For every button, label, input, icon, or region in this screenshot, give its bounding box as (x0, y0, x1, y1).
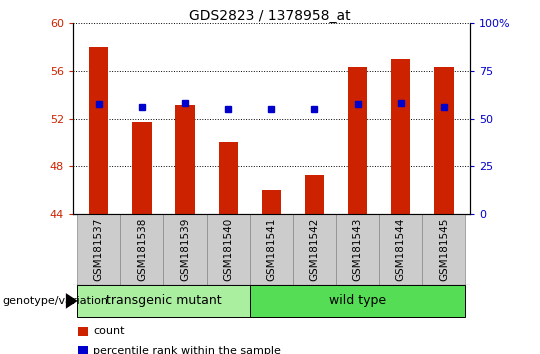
Text: GDS2823 / 1378958_at: GDS2823 / 1378958_at (189, 9, 351, 23)
Text: GSM181541: GSM181541 (266, 218, 276, 281)
Bar (176, 105, 195, 214)
Text: transgenic mutant: transgenic mutant (106, 295, 221, 307)
Text: count: count (93, 326, 125, 336)
Bar (250, 285, 465, 317)
Text: GSM181545: GSM181545 (439, 218, 449, 281)
Bar (77, 285, 250, 317)
Bar (78, 327, 88, 336)
Text: GSM181538: GSM181538 (137, 218, 147, 281)
Text: GSM181543: GSM181543 (353, 218, 363, 281)
Bar (132, 122, 152, 214)
Bar (293, 214, 336, 285)
Bar (305, 175, 324, 214)
Bar (78, 346, 88, 354)
Bar (336, 214, 379, 285)
Bar (391, 59, 410, 214)
Bar (262, 190, 281, 214)
Text: GSM181539: GSM181539 (180, 218, 190, 281)
Bar (250, 214, 293, 285)
Bar (348, 67, 367, 214)
Text: GSM181542: GSM181542 (309, 218, 320, 281)
Bar (219, 142, 238, 214)
Polygon shape (66, 293, 78, 309)
Bar (164, 214, 207, 285)
Text: wild type: wild type (329, 295, 386, 307)
Bar (89, 47, 109, 214)
Bar (422, 214, 465, 285)
Bar (77, 214, 120, 285)
Bar (379, 214, 422, 285)
Text: GSM181544: GSM181544 (396, 218, 406, 281)
Bar (120, 214, 164, 285)
Text: GSM181540: GSM181540 (223, 218, 233, 281)
Bar (434, 67, 454, 214)
Bar (207, 214, 250, 285)
Text: percentile rank within the sample: percentile rank within the sample (93, 346, 281, 354)
Text: GSM181537: GSM181537 (94, 218, 104, 281)
Text: genotype/variation: genotype/variation (3, 296, 109, 306)
